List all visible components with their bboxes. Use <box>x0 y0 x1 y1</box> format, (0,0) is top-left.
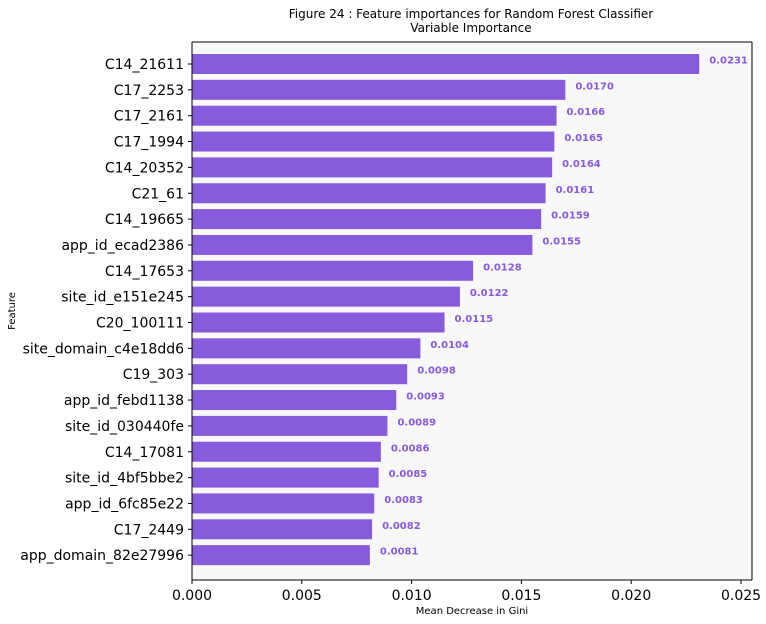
x-tick-label: 0.015 <box>501 588 541 604</box>
data-label: 0.0122 <box>470 288 509 299</box>
bar-C21_61 <box>192 183 546 204</box>
data-label: 0.0081 <box>380 547 419 558</box>
category-label: C14_17653 <box>105 264 184 280</box>
data-label: 0.0161 <box>556 185 595 196</box>
bar-C17_2449 <box>192 519 373 540</box>
x-axis-label: Mean Decrease in Gini <box>416 606 528 617</box>
category-label: app_domain_82e27996 <box>20 548 184 564</box>
bar-app_id_febd1138 <box>192 390 397 411</box>
data-label: 0.0159 <box>551 211 590 222</box>
data-label: 0.0115 <box>455 314 494 325</box>
bar-app_domain_82e27996 <box>192 545 370 566</box>
bar-C19_303 <box>192 364 408 385</box>
data-label: 0.0083 <box>384 495 423 506</box>
data-label: 0.0165 <box>564 133 603 144</box>
data-label: 0.0089 <box>397 417 436 428</box>
bar-C14_17653 <box>192 260 474 281</box>
category-label: site_id_030440fe <box>65 419 184 435</box>
x-tick-label: 0.010 <box>392 588 432 604</box>
data-label: 0.0104 <box>430 340 469 351</box>
data-label: 0.0166 <box>567 107 606 118</box>
chart-title: Figure 24 : Feature importances for Rand… <box>289 7 653 21</box>
bar-site_domain_c4e18dd6 <box>192 338 421 359</box>
bar-C17_2161 <box>192 105 557 126</box>
data-label: 0.0170 <box>575 81 614 92</box>
category-label: C17_1994 <box>114 135 184 151</box>
data-label: 0.0098 <box>417 366 456 377</box>
category-label: C20_100111 <box>96 316 184 332</box>
data-label: 0.0086 <box>391 443 430 454</box>
category-label: site_id_4bf5bbe2 <box>65 471 184 487</box>
category-label: C17_2253 <box>114 83 184 99</box>
data-label: 0.0231 <box>709 56 748 67</box>
category-label: site_id_e151e245 <box>61 290 184 306</box>
category-label: app_id_febd1138 <box>64 393 184 409</box>
bar-C20_100111 <box>192 312 445 333</box>
data-label: 0.0164 <box>562 159 601 170</box>
y-axis-label: Feature <box>7 292 18 330</box>
data-label: 0.0093 <box>406 392 445 403</box>
category-label: C14_19665 <box>105 212 184 228</box>
bar-C14_17081 <box>192 441 381 462</box>
bar-site_id_e151e245 <box>192 286 460 307</box>
category-label: site_domain_c4e18dd6 <box>23 341 185 357</box>
bar-C17_1994 <box>192 131 555 152</box>
category-label: C14_17081 <box>105 445 184 461</box>
bar-app_id_6fc85e22 <box>192 493 375 514</box>
data-label: 0.0082 <box>382 521 421 532</box>
category-label: C19_303 <box>123 367 184 383</box>
category-label: C14_21611 <box>105 57 184 73</box>
category-label: C21_61 <box>132 186 184 202</box>
bar-site_id_030440fe <box>192 415 388 436</box>
category-label: C17_2161 <box>114 109 184 125</box>
category-label: C14_20352 <box>105 160 184 176</box>
bar-C14_20352 <box>192 157 553 178</box>
data-label: 0.0155 <box>542 236 581 247</box>
x-tick-label: 0.020 <box>611 588 651 604</box>
category-label: app_id_ecad2386 <box>61 238 184 254</box>
x-tick-label: 0.025 <box>721 588 761 604</box>
data-label: 0.0128 <box>483 262 522 273</box>
bar-C17_2253 <box>192 79 566 100</box>
chart-subtitle: Variable Importance <box>410 21 531 35</box>
data-label: 0.0085 <box>389 469 428 480</box>
category-label: C17_2449 <box>114 522 184 538</box>
bar-C14_21611 <box>192 54 700 74</box>
x-tick-label: 0.005 <box>282 588 322 604</box>
bar-C14_19665 <box>192 209 542 230</box>
bar-app_id_ecad2386 <box>192 234 533 255</box>
bar-site_id_4bf5bbe2 <box>192 467 379 488</box>
category-label: app_id_6fc85e22 <box>65 496 184 512</box>
x-tick-label: 0.000 <box>172 588 212 604</box>
